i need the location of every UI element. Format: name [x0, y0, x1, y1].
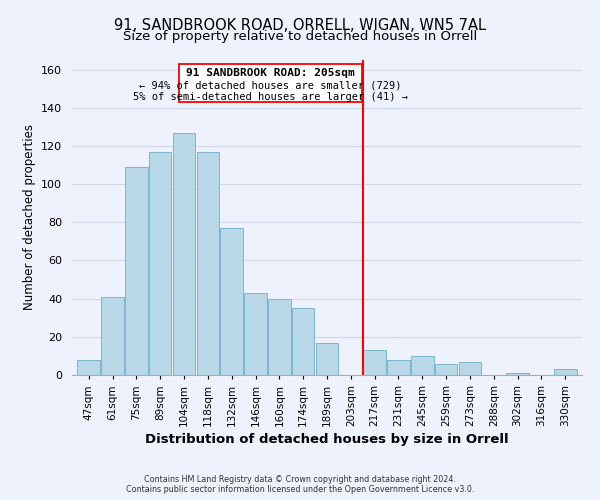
Text: Size of property relative to detached houses in Orrell: Size of property relative to detached ho… [123, 30, 477, 43]
Bar [220, 228, 243, 375]
Bar [244, 293, 267, 375]
Text: 91 SANDBROOK ROAD: 205sqm: 91 SANDBROOK ROAD: 205sqm [186, 68, 355, 78]
Bar [173, 132, 196, 375]
Y-axis label: Number of detached properties: Number of detached properties [23, 124, 35, 310]
Bar [458, 362, 481, 375]
Bar [435, 364, 457, 375]
Bar [411, 356, 434, 375]
Text: ← 94% of detached houses are smaller (729): ← 94% of detached houses are smaller (72… [139, 80, 401, 90]
Bar [77, 360, 100, 375]
Bar [554, 370, 577, 375]
FancyBboxPatch shape [179, 64, 362, 102]
Bar [197, 152, 219, 375]
Bar [364, 350, 386, 375]
Bar [316, 342, 338, 375]
Bar [101, 296, 124, 375]
Bar [268, 298, 290, 375]
Text: 91, SANDBROOK ROAD, ORRELL, WIGAN, WN5 7AL: 91, SANDBROOK ROAD, ORRELL, WIGAN, WN5 7… [114, 18, 486, 32]
X-axis label: Distribution of detached houses by size in Orrell: Distribution of detached houses by size … [145, 433, 509, 446]
Text: 5% of semi-detached houses are larger (41) →: 5% of semi-detached houses are larger (4… [133, 92, 408, 102]
Bar [292, 308, 314, 375]
Bar [387, 360, 410, 375]
Bar [125, 167, 148, 375]
Bar [149, 152, 172, 375]
Bar [506, 373, 529, 375]
Text: Contains HM Land Registry data © Crown copyright and database right 2024.
Contai: Contains HM Land Registry data © Crown c… [126, 474, 474, 494]
